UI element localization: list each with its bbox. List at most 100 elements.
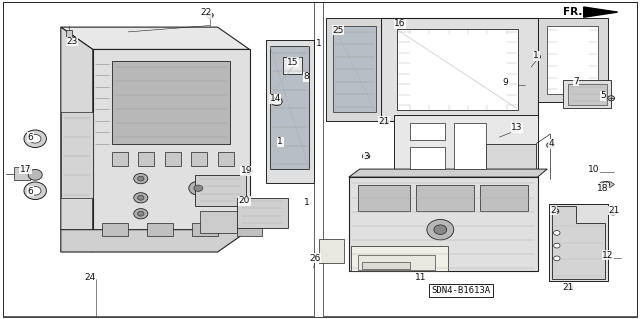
Text: 24: 24 (84, 273, 95, 282)
Polygon shape (270, 46, 309, 169)
Bar (319, 239, 344, 263)
Polygon shape (362, 262, 410, 269)
Bar (66, 30, 72, 43)
Text: 1: 1 (305, 198, 310, 207)
Text: 25: 25 (332, 26, 344, 35)
Ellipse shape (552, 209, 559, 214)
Text: 6: 6 (28, 187, 33, 196)
Text: 6: 6 (28, 133, 33, 142)
Text: 5: 5 (600, 91, 605, 100)
Text: 9: 9 (503, 78, 508, 87)
Polygon shape (410, 123, 445, 140)
Polygon shape (61, 112, 93, 198)
Ellipse shape (194, 185, 203, 191)
Polygon shape (568, 84, 607, 105)
Text: 1: 1 (278, 137, 283, 146)
Polygon shape (547, 26, 598, 94)
Polygon shape (381, 18, 538, 121)
Ellipse shape (335, 29, 341, 33)
Text: 11: 11 (415, 273, 427, 282)
Polygon shape (237, 198, 288, 228)
Polygon shape (112, 61, 230, 144)
Ellipse shape (134, 193, 148, 203)
Text: 8: 8 (303, 72, 308, 81)
Text: FR.: FR. (563, 7, 582, 17)
Polygon shape (598, 182, 614, 187)
Polygon shape (326, 18, 381, 121)
Ellipse shape (566, 285, 573, 290)
Text: 16: 16 (394, 19, 406, 28)
Ellipse shape (138, 211, 144, 216)
Text: 18: 18 (597, 184, 609, 193)
Polygon shape (333, 26, 376, 112)
Ellipse shape (244, 168, 253, 174)
Polygon shape (358, 255, 435, 270)
Ellipse shape (29, 135, 41, 143)
Ellipse shape (24, 130, 47, 148)
Polygon shape (61, 27, 93, 252)
Polygon shape (410, 147, 445, 169)
Text: 22: 22 (200, 8, 212, 17)
Text: 12: 12 (602, 251, 614, 260)
Ellipse shape (608, 96, 614, 101)
Ellipse shape (554, 256, 560, 261)
Ellipse shape (28, 169, 42, 180)
Ellipse shape (189, 181, 208, 195)
Text: 1: 1 (534, 51, 539, 60)
Polygon shape (112, 152, 128, 166)
Text: 17: 17 (20, 165, 31, 174)
Ellipse shape (138, 195, 144, 200)
Polygon shape (538, 18, 608, 102)
Ellipse shape (134, 209, 148, 219)
Polygon shape (165, 152, 181, 166)
Bar (14, 167, 30, 180)
Polygon shape (147, 223, 173, 236)
Polygon shape (266, 40, 314, 183)
Text: 19: 19 (241, 166, 252, 175)
Text: 13: 13 (511, 123, 523, 132)
Text: 21: 21 (563, 283, 574, 292)
Ellipse shape (271, 97, 282, 106)
Polygon shape (102, 223, 128, 236)
Ellipse shape (434, 225, 447, 234)
Text: 15: 15 (287, 58, 299, 67)
Polygon shape (200, 211, 237, 233)
Polygon shape (61, 27, 250, 49)
Polygon shape (195, 175, 246, 206)
Polygon shape (552, 206, 605, 279)
Ellipse shape (547, 142, 554, 148)
Ellipse shape (24, 182, 47, 200)
Ellipse shape (134, 174, 148, 184)
Text: 20: 20 (239, 197, 250, 205)
Polygon shape (394, 115, 538, 179)
Bar (396, 19, 403, 26)
Ellipse shape (602, 182, 610, 187)
Polygon shape (349, 177, 538, 271)
Polygon shape (93, 49, 250, 230)
Polygon shape (358, 185, 410, 211)
Ellipse shape (554, 230, 560, 235)
Polygon shape (563, 80, 611, 108)
Polygon shape (454, 123, 486, 169)
Text: 4: 4 (549, 139, 554, 148)
Ellipse shape (362, 153, 370, 159)
Polygon shape (480, 185, 528, 211)
Ellipse shape (138, 176, 144, 181)
Polygon shape (349, 169, 547, 177)
Text: 2: 2 (551, 206, 556, 215)
Text: 7: 7 (573, 77, 579, 86)
Polygon shape (549, 204, 608, 281)
Ellipse shape (382, 119, 388, 124)
Text: 1: 1 (316, 39, 321, 48)
Text: 21: 21 (378, 117, 390, 126)
Polygon shape (584, 7, 618, 17)
Polygon shape (397, 29, 518, 110)
Ellipse shape (610, 210, 616, 215)
Bar (283, 57, 302, 74)
Polygon shape (191, 152, 207, 166)
Text: 26: 26 (309, 254, 321, 263)
Polygon shape (61, 230, 250, 252)
Text: 23: 23 (66, 37, 77, 46)
Polygon shape (486, 144, 536, 179)
Text: 14: 14 (269, 94, 281, 103)
